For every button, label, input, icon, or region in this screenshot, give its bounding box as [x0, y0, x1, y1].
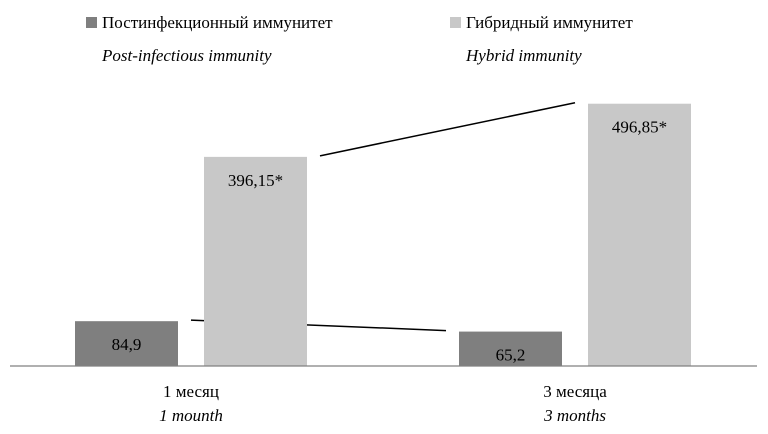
- legend-label-post-infectious: Постинфекционный иммунитет: [102, 13, 333, 32]
- x-tick-label-1-month: 1 месяц: [163, 382, 219, 401]
- x-tick-label-3-months: 3 месяца: [543, 382, 607, 401]
- x-tick-label-1-month-en: 1 mounth: [159, 406, 223, 425]
- bar-post-infectious-3-months: [459, 331, 562, 366]
- value-label-hybrid-1-month: 396,15*: [228, 171, 283, 190]
- value-labels: 84,9 65,2 396,15* 496,85*: [112, 118, 668, 365]
- x-axis-tick-labels: 1 месяц 1 mounth 3 месяца 3 months: [159, 382, 607, 425]
- x-tick-label-3-months-en: 3 months: [543, 406, 606, 425]
- legend-label-hybrid: Гибридный иммунитет: [466, 13, 633, 32]
- bar-hybrid-3-months: [588, 103, 691, 366]
- legend: Постинфекционный иммунитет Post-infectio…: [86, 13, 633, 65]
- connector-line-hybrid: [319, 101, 576, 157]
- legend-label-post-infectious-en: Post-infectious immunity: [101, 46, 272, 65]
- legend-swatch-post-infectious: [86, 17, 97, 28]
- value-label-post-infectious-1-month: 84,9: [112, 335, 142, 354]
- legend-swatch-hybrid: [450, 17, 461, 28]
- value-label-post-infectious-3-months: 65,2: [496, 346, 526, 365]
- value-label-hybrid-3-months: 496,85*: [612, 118, 667, 137]
- bars: [75, 103, 691, 366]
- bar-hybrid-1-month: [204, 156, 307, 366]
- legend-label-hybrid-en: Hybrid immunity: [465, 46, 582, 65]
- bar-post-infectious-1-month: [75, 321, 178, 366]
